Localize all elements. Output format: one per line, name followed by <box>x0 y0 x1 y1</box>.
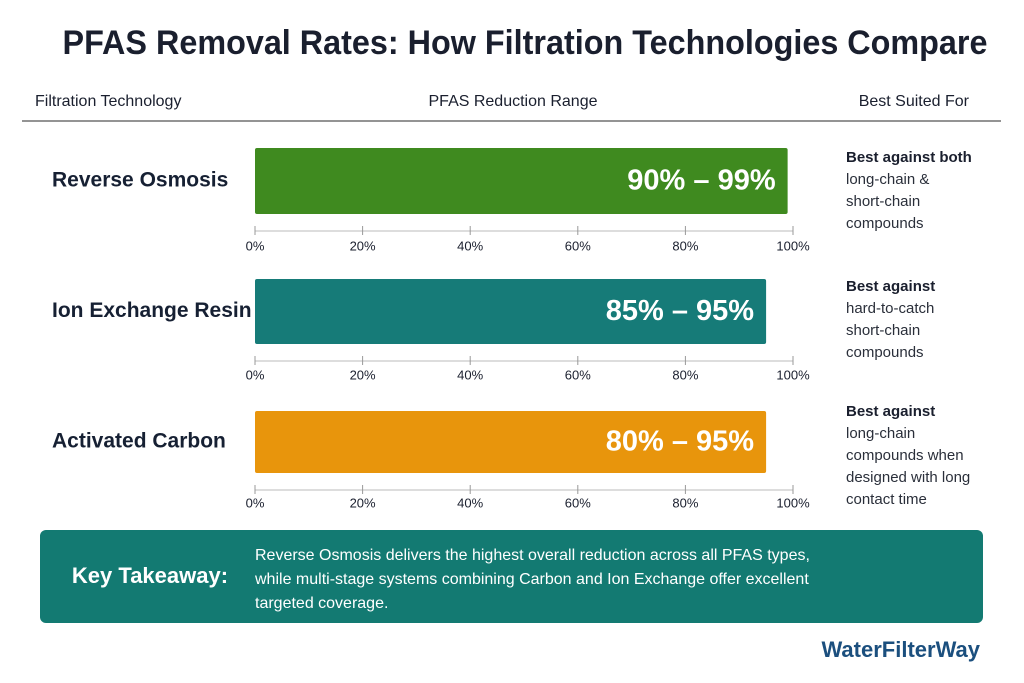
takeaway-label: Key Takeaway: <box>72 563 228 588</box>
best-for-heading: Best against both <box>846 149 972 166</box>
x-tick-label: 80% <box>672 238 698 253</box>
best-for-text: compounds <box>846 344 924 361</box>
best-for-text: long-chain & <box>846 171 929 188</box>
x-tick-label: 60% <box>565 495 591 510</box>
takeaway-box <box>40 530 983 623</box>
x-tick-label: 20% <box>350 238 376 253</box>
best-for-heading: Best against <box>846 278 935 295</box>
bar <box>255 279 767 344</box>
column-header: Best Suited For <box>859 93 970 110</box>
best-for-heading: Best against <box>846 403 935 420</box>
x-tick-label: 60% <box>565 238 591 253</box>
category-label: Activated Carbon <box>52 430 226 453</box>
best-for-text: hard-to-catch <box>846 300 934 317</box>
x-tick-label: 0% <box>246 238 265 253</box>
x-tick-label: 0% <box>246 495 265 510</box>
category-label: Reverse Osmosis <box>52 169 228 192</box>
x-tick-label: 80% <box>672 495 698 510</box>
title: PFAS Removal Rates: How Filtration Techn… <box>63 24 988 62</box>
bar <box>255 411 767 473</box>
category-label: Ion Exchange Resin <box>52 299 252 322</box>
value-label: 90% – 99% <box>627 165 776 197</box>
bar <box>255 148 788 214</box>
x-tick-label: 20% <box>350 367 376 382</box>
brand: WaterFilterWay <box>821 637 980 662</box>
column-header: PFAS Reduction Range <box>429 93 598 110</box>
best-for-text: compounds when <box>846 447 964 464</box>
column-header: Filtration Technology <box>35 93 181 110</box>
takeaway-text: targeted coverage. <box>255 595 388 612</box>
value-label: 80% – 95% <box>606 426 755 458</box>
x-tick-label: 40% <box>457 238 483 253</box>
x-tick-label: 40% <box>457 367 483 382</box>
x-tick-label: 20% <box>350 495 376 510</box>
x-tick-label: 80% <box>672 367 698 382</box>
x-tick-label: 0% <box>246 367 265 382</box>
takeaway-text: Reverse Osmosis delivers the highest ove… <box>255 547 810 564</box>
best-for-text: compounds <box>846 215 924 232</box>
x-tick-label: 40% <box>457 495 483 510</box>
value-label: 85% – 95% <box>606 295 755 327</box>
best-for-text: long-chain <box>846 425 915 442</box>
best-for-text: designed with long <box>846 469 970 486</box>
x-tick-label: 60% <box>565 367 591 382</box>
best-for-text: contact time <box>846 491 927 508</box>
x-tick-label: 100% <box>776 495 810 510</box>
takeaway-text: while multi-stage systems combining Carb… <box>254 571 809 588</box>
x-tick-label: 100% <box>776 238 810 253</box>
best-for-text: short-chain <box>846 322 920 339</box>
x-tick-label: 100% <box>776 367 810 382</box>
best-for-text: short-chain <box>846 193 920 210</box>
